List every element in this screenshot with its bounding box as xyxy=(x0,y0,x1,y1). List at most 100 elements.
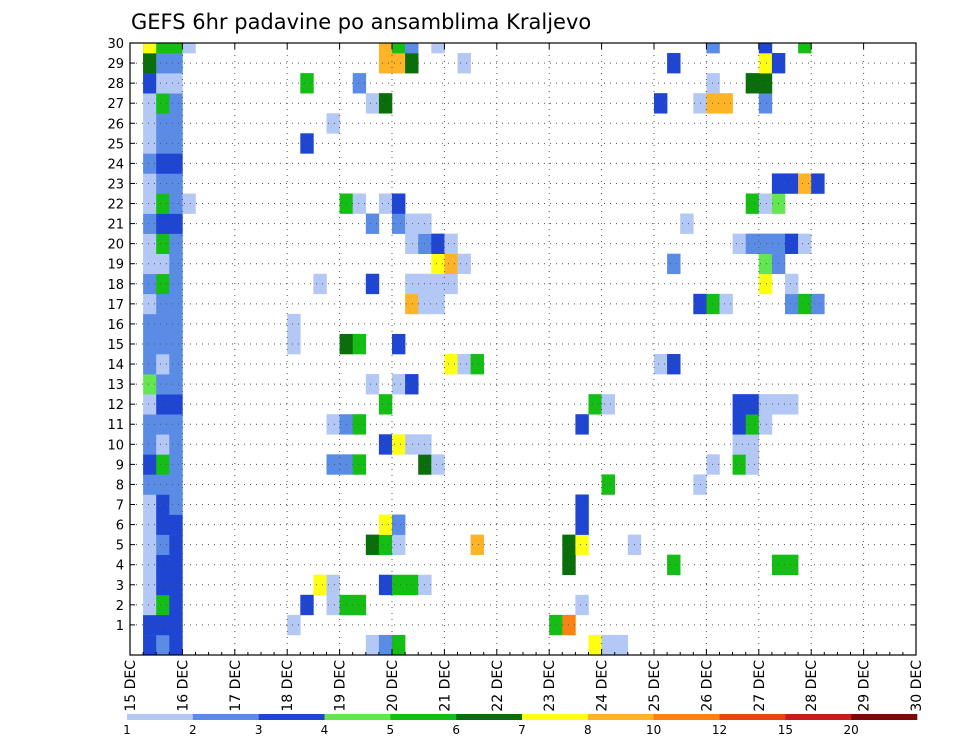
heatmap-cell xyxy=(169,43,183,54)
heatmap-cell xyxy=(575,594,589,616)
legend-swatch xyxy=(587,714,654,720)
heatmap-cell xyxy=(654,354,668,375)
heatmap-cell xyxy=(143,313,157,335)
y-tick-label: 6 xyxy=(116,519,124,534)
legend-label: 7 xyxy=(518,723,526,737)
heatmap-cell xyxy=(444,273,458,295)
heatmap-cell xyxy=(470,534,484,555)
heatmap-cell xyxy=(601,634,615,656)
y-tick-label: 1 xyxy=(116,619,124,634)
y-tick-label: 14 xyxy=(107,358,124,373)
heatmap-cell xyxy=(143,474,157,495)
y-axis: 1234567891011121314151617181920212223242… xyxy=(107,37,916,634)
heatmap-cell xyxy=(287,333,301,355)
x-tick-label: 29 DEC xyxy=(857,660,873,712)
y-tick-label: 20 xyxy=(107,238,124,253)
heatmap-cell xyxy=(326,454,340,475)
heatmap-cell xyxy=(549,614,563,636)
heatmap-cell xyxy=(326,113,340,134)
legend-label: 6 xyxy=(452,723,460,737)
legend-swatch xyxy=(192,714,259,720)
heatmap-cell xyxy=(667,53,681,74)
y-tick-label: 2 xyxy=(116,599,124,614)
heatmap-cell xyxy=(156,414,170,435)
heatmap-cell xyxy=(156,273,170,295)
legend-label: 2 xyxy=(189,723,197,737)
heatmap-cell xyxy=(405,233,419,254)
heatmap-cell xyxy=(169,293,183,315)
heatmap-cell xyxy=(169,554,183,576)
heatmap-cell xyxy=(719,293,733,315)
heatmap-cell xyxy=(143,594,157,616)
heatmap-cell xyxy=(392,213,406,234)
heatmap-cell xyxy=(169,534,183,555)
heatmap-cell xyxy=(156,233,170,254)
heatmap-cell xyxy=(405,43,419,54)
heatmap-cell xyxy=(745,434,760,455)
legend-swatch xyxy=(324,714,391,720)
heatmap-cell xyxy=(378,534,393,555)
legend-label: 12 xyxy=(712,723,727,737)
heatmap-cell xyxy=(352,414,367,435)
heatmap-cell xyxy=(444,354,458,375)
x-tick-label: 27 DEC xyxy=(752,660,768,712)
heatmap-cell xyxy=(169,173,183,194)
heatmap-cell xyxy=(575,414,589,435)
heatmap-cell xyxy=(378,574,393,596)
color-legend: 1 2 3 4 5 6 7 8 10 12 15 20 xyxy=(123,714,918,737)
y-tick-label: 28 xyxy=(107,77,124,92)
heatmap-cell xyxy=(143,374,157,395)
heatmap-cell xyxy=(392,193,406,214)
heatmap-cell xyxy=(798,173,812,194)
heatmap-cell xyxy=(352,333,367,355)
heatmap-cell xyxy=(156,43,170,54)
heatmap-cell xyxy=(758,394,773,415)
heatmap-cell xyxy=(156,594,170,616)
heatmap-cell xyxy=(169,394,183,415)
heatmap-cell xyxy=(156,73,170,94)
heatmap-cell xyxy=(169,93,183,114)
heatmap-cell xyxy=(667,354,681,375)
y-tick-label: 4 xyxy=(116,559,124,574)
heatmap-cell xyxy=(732,454,746,475)
heatmap-cell xyxy=(300,594,314,616)
heatmap-cell xyxy=(588,394,602,415)
heatmap-cells xyxy=(143,43,825,656)
heatmap-cell xyxy=(143,153,157,174)
y-tick-label: 22 xyxy=(107,198,124,213)
heatmap-cell xyxy=(758,43,773,54)
heatmap-cell xyxy=(143,93,157,114)
heatmap-cell xyxy=(169,574,183,596)
heatmap-cell xyxy=(745,454,760,475)
heatmap-cell xyxy=(405,293,419,315)
heatmap-cell xyxy=(758,414,773,435)
heatmap-cell xyxy=(378,434,393,455)
heatmap-cell xyxy=(143,634,157,656)
heatmap-cell xyxy=(326,594,340,616)
heatmap-cell xyxy=(143,193,157,214)
heatmap-cell xyxy=(392,534,406,555)
y-tick-label: 29 xyxy=(107,57,124,72)
heatmap-cell xyxy=(378,514,393,535)
heatmap-cell xyxy=(405,434,419,455)
heatmap-cell xyxy=(143,534,157,555)
heatmap-cell xyxy=(352,454,367,475)
heatmap-cell xyxy=(326,414,340,435)
heatmap-cell xyxy=(143,73,157,94)
heatmap-cell xyxy=(392,434,406,455)
legend-swatch xyxy=(785,714,852,720)
heatmap-cell xyxy=(156,333,170,355)
heatmap-cell xyxy=(444,253,458,275)
x-tick-label: 19 DEC xyxy=(333,660,349,712)
heatmap-cell xyxy=(719,93,733,114)
heatmap-cell xyxy=(169,354,183,375)
y-tick-label: 8 xyxy=(116,478,124,493)
heatmap-cell xyxy=(156,574,170,596)
heatmap-cell xyxy=(143,253,157,275)
heatmap-cell xyxy=(365,634,380,656)
heatmap-cell xyxy=(156,193,170,214)
heatmap-cell xyxy=(575,534,589,555)
x-tick-label: 16 DEC xyxy=(175,660,191,712)
heatmap-cell xyxy=(758,53,773,74)
